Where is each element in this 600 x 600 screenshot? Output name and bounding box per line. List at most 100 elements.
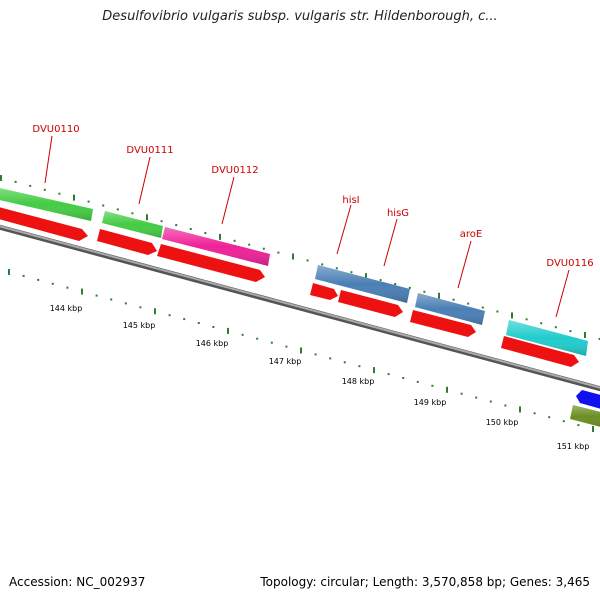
minor-tick [241,333,244,336]
minor-tick [197,322,200,324]
minor-tick [262,247,265,250]
minor-tick [14,180,17,183]
minor-tick [314,353,317,356]
genome-backbone [0,224,600,392]
minor-tick [548,416,551,419]
minor-tick [379,279,382,282]
kbp-label: 150 kbp [486,418,519,427]
reverse-strand-features [0,206,579,367]
cds-reverse-arrow[interactable] [410,310,476,337]
minor-tick [577,424,580,427]
minor-tick [394,283,397,285]
minor-tick [329,357,332,360]
major-tick [219,233,221,240]
major-tick [0,175,2,181]
gene-label-dvu0110[interactable]: DVU0110 [32,124,79,135]
kbp-label: 148 kbp [342,377,375,386]
gene-label-dvu0111[interactable]: DVU0111 [126,145,173,156]
minor-tick [321,263,324,266]
minor-tick [598,337,600,340]
map-title: Desulfovibrio vulgaris subsp. vulgaris s… [102,9,498,24]
minor-tick [489,400,492,403]
minor-tick [110,298,113,301]
minor-tick [475,396,478,399]
major-tick [81,288,83,295]
minor-tick [335,267,338,270]
minor-tick [277,251,280,254]
major-tick [227,327,229,334]
major-tick [592,426,594,432]
minor-tick [66,286,69,289]
feature-arrow-blue[interactable] [576,390,600,410]
kbp-label: 149 kbp [414,398,447,407]
minor-tick [452,298,455,301]
major-tick [8,269,10,275]
gene-label-hisg[interactable]: hisG [387,208,409,219]
minor-tick [481,306,484,309]
minor-tick [87,200,90,203]
minor-tick [533,412,536,415]
minor-tick [58,192,61,195]
major-tick [438,292,440,299]
position-labels: 144 kbp 145 kbp 146 kbp 147 kbp 148 kbp … [50,304,590,451]
minor-tick [496,310,499,313]
gene-label-dvu0112[interactable]: DVU0112 [211,165,258,176]
cds-reverse-arrow[interactable] [0,206,88,241]
minor-tick [29,184,32,187]
minor-tick [22,274,25,277]
minor-tick [168,314,171,317]
gene-label-aroe[interactable]: aroE [460,229,482,240]
minor-tick [131,212,134,215]
major-tick [73,194,75,201]
minor-tick [525,318,528,321]
major-tick [300,347,302,354]
cds-reverse-arrow[interactable] [501,336,579,367]
minor-tick [139,306,142,309]
minor-tick [37,278,40,281]
kbp-label: 151 kbp [557,442,590,451]
kbp-label: 146 kbp [196,339,229,348]
minor-tick [183,318,186,321]
topology-summary: Topology: circular; Length: 3,570,858 bp… [260,575,590,589]
kbp-label: 144 kbp [50,304,83,313]
minor-tick [306,259,309,262]
minor-tick [504,404,507,407]
minor-tick [460,392,463,395]
gene-label-hisi[interactable]: hisI [342,195,359,206]
major-tick [373,367,375,374]
minor-tick [270,341,273,344]
minor-tick [423,290,426,293]
minor-tick [43,188,46,191]
minor-tick [116,208,119,211]
upper-tick-marks [0,175,600,340]
cds-reverse-arrow[interactable] [157,244,265,282]
major-tick [511,312,513,319]
lower-tick-marks [8,269,594,432]
minor-tick [554,326,557,329]
major-tick [446,386,448,393]
minor-tick [175,224,178,227]
minor-tick [350,271,353,274]
cds-reverse-arrow[interactable] [338,290,403,317]
minor-tick [402,377,405,379]
cds-reverse-arrow[interactable] [310,283,338,300]
minor-tick [212,326,215,328]
major-tick [292,253,294,260]
minor-tick [387,373,390,376]
major-tick [519,406,521,413]
minor-tick [189,228,192,230]
kbp-label: 147 kbp [269,357,302,366]
kbp-label: 145 kbp [123,321,156,330]
gene-labels: DVU0110 DVU0111 DVU0112 hisI hisG aroE D… [32,124,593,269]
minor-tick [408,286,411,289]
gene-label-dvu0116[interactable]: DVU0116 [546,258,593,269]
accession-text: Accession: NC_002937 [9,575,146,589]
major-tick [365,273,367,280]
cds-reverse-arrow[interactable] [97,229,157,255]
minor-tick [160,220,163,223]
minor-tick [102,204,105,207]
minor-tick [467,302,470,305]
minor-tick [358,365,361,368]
label-leader-lines [44,135,570,318]
